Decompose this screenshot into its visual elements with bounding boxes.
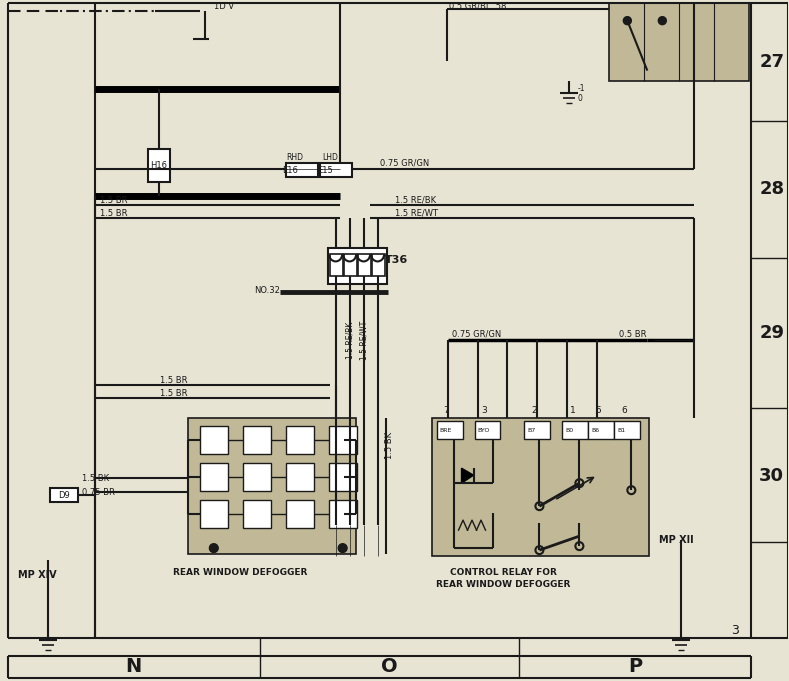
Text: 1.5 BK: 1.5 BK [384, 432, 394, 459]
Bar [200, 500, 228, 528]
Bar [148, 148, 170, 183]
Bar [286, 463, 314, 491]
Text: 1.5 RE/WT: 1.5 RE/WT [360, 321, 368, 360]
Bar [286, 500, 314, 528]
Bar [357, 255, 371, 276]
Circle shape [338, 544, 346, 552]
Text: 3: 3 [731, 624, 739, 637]
Bar [200, 463, 228, 491]
Text: 0.75 GR/GN: 0.75 GR/GN [451, 330, 501, 339]
Bar [320, 163, 352, 178]
Text: -1: -1 [578, 84, 585, 93]
Text: B6: B6 [592, 428, 600, 432]
Text: 27: 27 [759, 52, 784, 71]
Bar [474, 422, 500, 439]
Text: MP XIV: MP XIV [18, 570, 57, 580]
Text: 1.5 RE/BK: 1.5 RE/BK [346, 321, 354, 359]
Bar [436, 422, 462, 439]
Bar [243, 500, 271, 528]
Text: 6: 6 [622, 406, 627, 415]
Bar [329, 463, 357, 491]
Text: D9: D9 [58, 491, 69, 500]
Text: 0.5 BR: 0.5 BR [619, 330, 647, 339]
Bar [609, 3, 750, 80]
Text: 29: 29 [759, 324, 784, 343]
Text: CONTROL RELAY FOR: CONTROL RELAY FOR [450, 567, 557, 577]
Text: 28: 28 [759, 180, 784, 198]
Circle shape [210, 544, 218, 552]
Bar [200, 426, 228, 454]
Bar [432, 418, 649, 556]
Text: 1.5 BR: 1.5 BR [100, 209, 127, 218]
Text: 1.5 BR: 1.5 BR [160, 376, 187, 385]
Text: O: O [381, 657, 398, 676]
Bar [330, 255, 342, 276]
Text: 5: 5 [596, 406, 601, 415]
Text: 1.5 RE/WT: 1.5 RE/WT [394, 209, 438, 218]
Bar [372, 255, 384, 276]
Text: 0.5 GR/BL  58: 0.5 GR/BL 58 [448, 1, 506, 10]
Text: BRE: BRE [439, 428, 452, 432]
Text: 1.5 BK: 1.5 BK [82, 474, 109, 483]
Text: P: P [628, 657, 642, 676]
Text: 1D V: 1D V [214, 2, 234, 11]
Bar [344, 255, 357, 276]
Bar [188, 418, 356, 554]
Text: H16: H16 [151, 161, 167, 170]
Bar [327, 249, 387, 285]
Text: B1: B1 [617, 428, 626, 432]
Bar [243, 463, 271, 491]
Text: 30: 30 [759, 467, 784, 485]
Bar [286, 426, 314, 454]
Text: E15: E15 [317, 166, 332, 175]
Text: N: N [125, 657, 142, 676]
Text: BYO: BYO [477, 428, 490, 432]
Text: 3: 3 [481, 406, 488, 415]
Text: 1: 1 [570, 406, 575, 415]
Bar [50, 488, 78, 502]
Bar [286, 163, 318, 178]
Bar [525, 422, 551, 439]
Text: 7: 7 [443, 406, 450, 415]
Polygon shape [462, 469, 473, 484]
Circle shape [658, 16, 666, 25]
Text: 2: 2 [532, 406, 537, 415]
Text: 1.5 BR: 1.5 BR [160, 389, 187, 398]
Bar [329, 500, 357, 528]
Text: 0.75 BR: 0.75 BR [82, 488, 114, 496]
Text: REAR WINDOW DEFOGGER: REAR WINDOW DEFOGGER [436, 580, 570, 588]
Text: REAR WINDOW DEFOGGER: REAR WINDOW DEFOGGER [173, 567, 307, 577]
Text: B7: B7 [528, 428, 536, 432]
Text: B0: B0 [566, 428, 574, 432]
Text: 0.75 GR/GN: 0.75 GR/GN [380, 158, 429, 167]
Text: 1.5 RE/BK: 1.5 RE/BK [394, 196, 436, 205]
Text: 0: 0 [578, 94, 582, 103]
Text: T36: T36 [384, 255, 408, 266]
Bar [563, 422, 589, 439]
Text: E16: E16 [282, 166, 297, 175]
Text: NO.32: NO.32 [254, 286, 279, 295]
Bar [589, 422, 615, 439]
Text: MP XII: MP XII [660, 535, 694, 545]
Bar [615, 422, 641, 439]
Text: 1.5 BR: 1.5 BR [100, 196, 127, 205]
Bar [243, 426, 271, 454]
Circle shape [623, 16, 631, 25]
Bar [329, 426, 357, 454]
Text: RHD: RHD [286, 153, 304, 162]
Text: LHD: LHD [323, 153, 338, 162]
